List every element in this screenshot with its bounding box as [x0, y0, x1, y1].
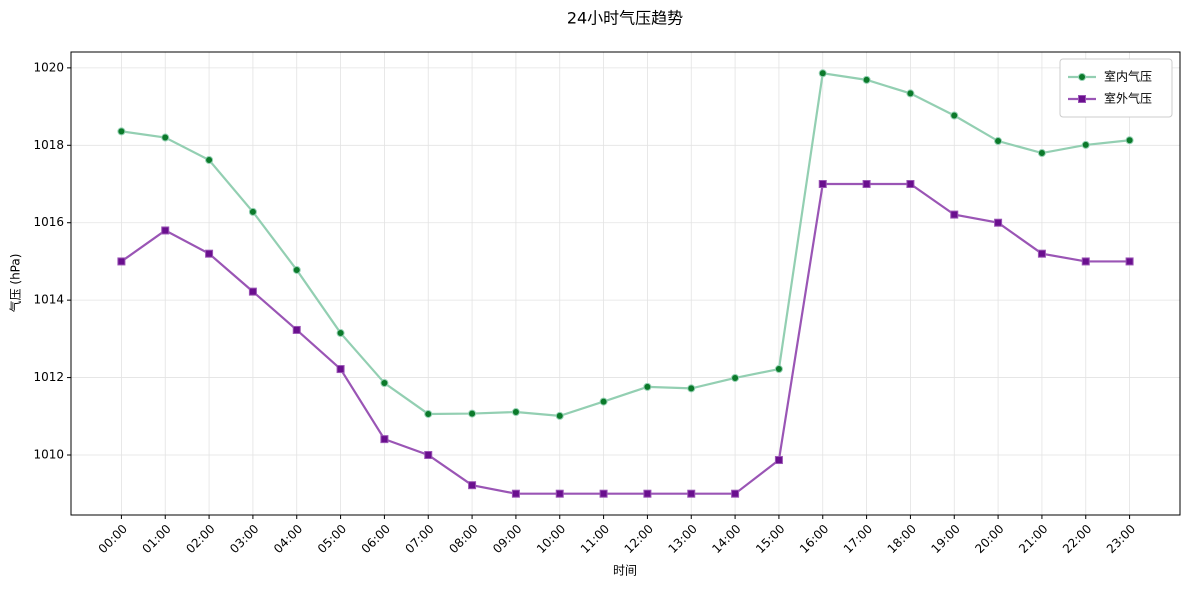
- data-point: [292, 325, 301, 334]
- legend-box: [1059, 58, 1173, 118]
- plot-frame: [70, 51, 1181, 516]
- data-point: [599, 489, 608, 498]
- data-point: [336, 329, 345, 338]
- data-point: [994, 218, 1003, 227]
- y-tick-label: 1016: [33, 215, 64, 229]
- data-point: [292, 265, 301, 274]
- data-point: [380, 435, 389, 444]
- data-point: [248, 287, 257, 296]
- data-point: [731, 373, 740, 382]
- data-point: [818, 69, 827, 78]
- data-point: [511, 489, 520, 498]
- data-point: [994, 137, 1003, 146]
- data-point: [424, 450, 433, 459]
- legend-label: 室内气压: [1104, 69, 1152, 84]
- data-point: [687, 489, 696, 498]
- y-tick-label: 1020: [33, 60, 64, 74]
- data-point: [950, 111, 959, 120]
- legend-marker: [1078, 95, 1086, 103]
- data-point: [511, 408, 520, 417]
- series-line: [121, 72, 1130, 418]
- data-point: [731, 489, 740, 498]
- data-point: [906, 180, 915, 189]
- legend-marker: [1078, 73, 1086, 81]
- data-point: [161, 226, 170, 235]
- data-point: [380, 378, 389, 387]
- data-point: [117, 127, 126, 136]
- data-point: [1125, 257, 1134, 266]
- data-point: [906, 89, 915, 98]
- y-tick-label: 1010: [33, 447, 64, 461]
- y-axis-label: 气压 (hPa): [8, 254, 23, 313]
- data-point: [774, 456, 783, 465]
- data-point: [1037, 249, 1046, 258]
- data-point: [117, 257, 126, 266]
- data-point: [950, 210, 959, 219]
- data-point: [643, 489, 652, 498]
- data-point: [205, 249, 214, 258]
- data-point: [643, 382, 652, 391]
- data-point: [818, 180, 827, 189]
- data-point: [468, 481, 477, 490]
- data-point: [424, 409, 433, 418]
- data-point: [1081, 257, 1090, 266]
- data-point: [205, 156, 214, 165]
- data-point: [555, 411, 564, 420]
- data-point: [336, 365, 345, 374]
- y-tick-label: 1014: [33, 293, 64, 307]
- data-point: [774, 365, 783, 374]
- legend-label: 室外气压: [1104, 91, 1152, 106]
- data-point: [1125, 136, 1134, 145]
- data-point: [555, 489, 564, 498]
- data-point: [687, 384, 696, 393]
- x-axis-label: 时间: [613, 564, 637, 578]
- data-point: [1081, 140, 1090, 149]
- data-point: [161, 133, 170, 142]
- chart-title: 24小时气压趋势: [567, 9, 683, 28]
- y-tick-label: 1018: [33, 138, 64, 152]
- data-point: [862, 180, 871, 189]
- data-point: [1037, 149, 1046, 158]
- series-line: [120, 182, 1130, 495]
- data-point: [248, 207, 257, 216]
- data-point: [599, 397, 608, 406]
- y-tick-label: 1012: [33, 370, 64, 384]
- data-point: [862, 75, 871, 84]
- data-point: [468, 409, 477, 418]
